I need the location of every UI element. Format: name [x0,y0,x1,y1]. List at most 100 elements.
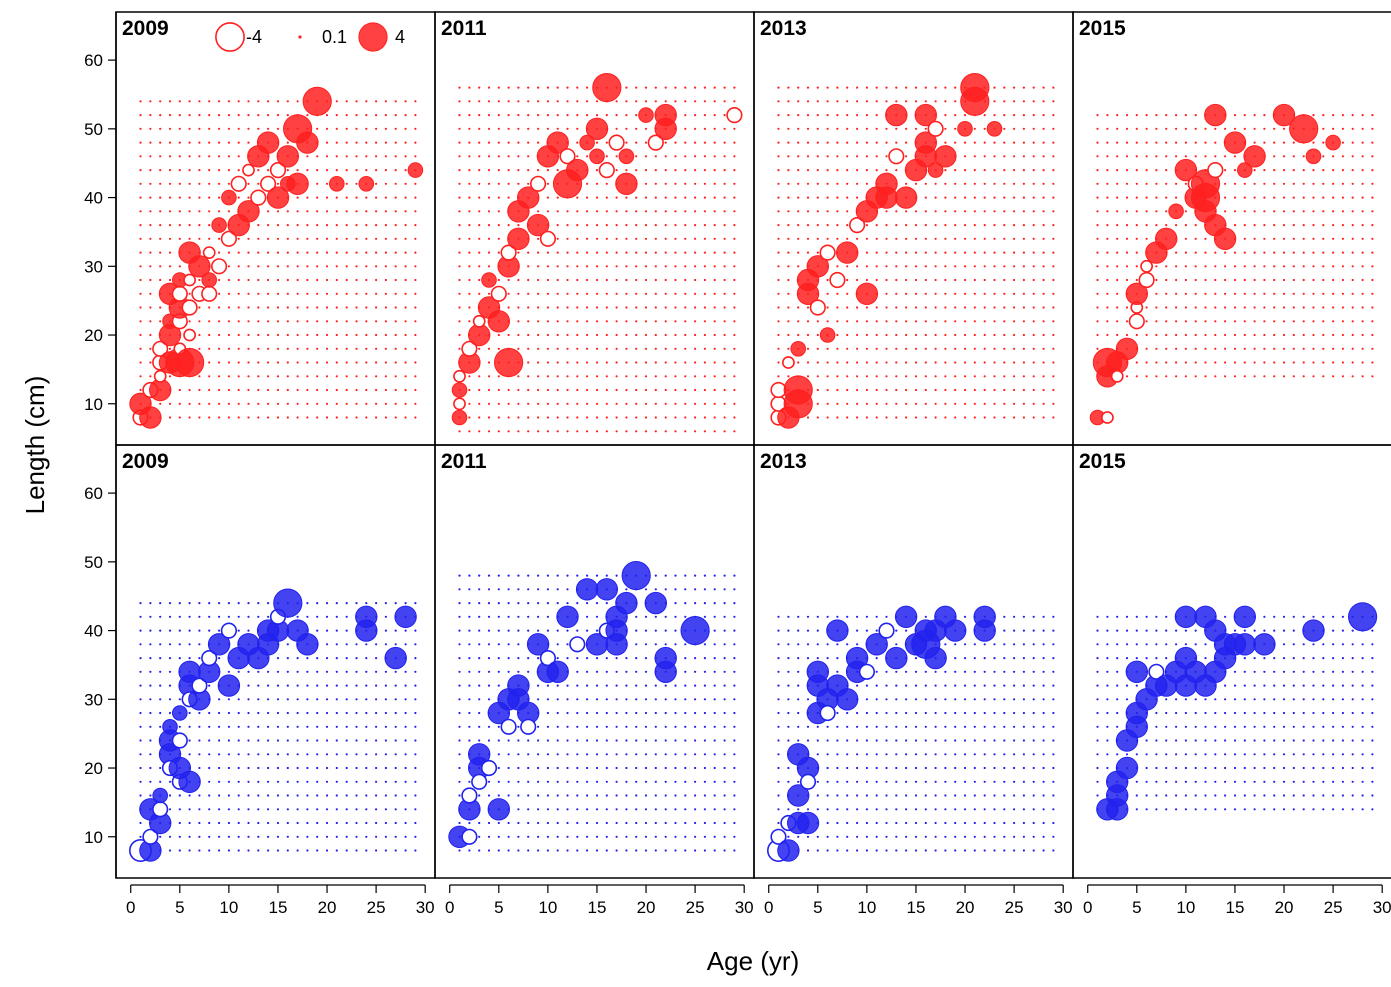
grid-dot [1243,753,1246,756]
grid-dot [1042,739,1045,742]
grid-dot [1013,278,1016,282]
grid-dot [1322,711,1325,715]
grid-dot [1022,375,1025,378]
grid-dot [625,86,628,89]
grid-dot [159,684,162,687]
grid-dot [625,711,628,715]
grid-dot [507,114,510,117]
grid-dot [286,100,289,103]
grid-dot [365,739,368,742]
grid-dot [723,684,726,687]
grid-dot [345,629,348,632]
grid-dot [787,100,790,103]
grid-dot [1351,196,1354,199]
grid-dot [684,711,687,715]
grid-dot [335,251,338,254]
grid-dot [924,615,927,618]
grid-dot [286,725,289,728]
grid-dot [556,265,559,268]
grid-dot [1204,725,1207,728]
grid-dot [895,670,898,673]
grid-dot [507,127,510,130]
grid-dot [1155,808,1158,811]
grid-dot [325,388,329,392]
grid-dot [178,402,181,405]
grid-dot [954,657,957,660]
grid-dot [546,739,550,742]
grid-dot [517,430,520,433]
grid-dot [546,430,550,433]
grid-dot [487,739,491,742]
grid-dot [286,292,289,295]
grid-dot [487,141,491,144]
grid-dot [345,794,348,797]
grid-dot [674,155,677,158]
grid-dot [1224,766,1227,770]
grid-dot [595,615,599,618]
grid-dot [1135,780,1138,783]
grid-dot [1096,698,1099,701]
grid-dot [635,86,638,89]
grid-dot [316,278,319,282]
grid-dot [1253,670,1256,673]
grid-dot [576,114,579,117]
grid-dot [816,375,819,378]
grid-dot [723,278,726,282]
grid-dot [954,766,957,770]
grid-dot [1165,629,1168,632]
grid-dot [335,670,338,673]
grid-dot [546,86,550,89]
grid-dot [345,602,348,605]
grid-dot [895,808,898,811]
grid-dot [218,127,221,130]
grid-dot [644,684,648,687]
grid-dot [497,588,500,591]
grid-dot [664,224,667,227]
grid-dot [865,251,869,254]
grid-dot [733,629,736,632]
grid-dot [674,278,677,282]
grid-dot [1013,182,1016,185]
grid-dot [605,182,608,185]
grid-dot [375,265,378,268]
grid-dot [286,402,289,405]
grid-dot [365,333,368,337]
grid-dot [993,808,996,811]
grid-dot [664,766,667,770]
grid-dot [856,849,859,852]
grid-dot [635,430,638,433]
grid-dot [1233,670,1237,673]
grid-dot [963,182,967,185]
grid-dot [993,333,996,337]
grid-dot [168,643,172,646]
grid-dot [139,196,142,199]
grid-dot [159,643,162,646]
grid-dot [787,629,790,632]
grid-dot [458,114,461,117]
grid-dot [703,684,707,687]
grid-dot [1013,169,1016,172]
grid-dot [914,100,918,103]
grid-dot [247,100,250,103]
grid-dot [836,615,839,618]
grid-dot [1233,182,1237,185]
grid-dot [1175,629,1178,632]
grid-dot [703,292,707,295]
grid-dot [237,155,240,158]
grid-dot [237,725,240,728]
grid-dot [1351,169,1354,172]
grid-dot [384,375,387,378]
grid-dot [576,670,579,673]
grid-dot [384,169,387,172]
grid-dot [1184,210,1187,213]
grid-dot [1361,196,1364,199]
grid-dot [208,849,211,852]
grid-dot [654,375,657,378]
grid-dot [375,141,378,144]
grid-dot [1263,182,1266,185]
grid-dot [1194,794,1197,797]
grid-dot [806,643,810,646]
grid-dot [286,306,289,309]
grid-dot [1341,224,1344,227]
grid-dot [1022,725,1025,728]
